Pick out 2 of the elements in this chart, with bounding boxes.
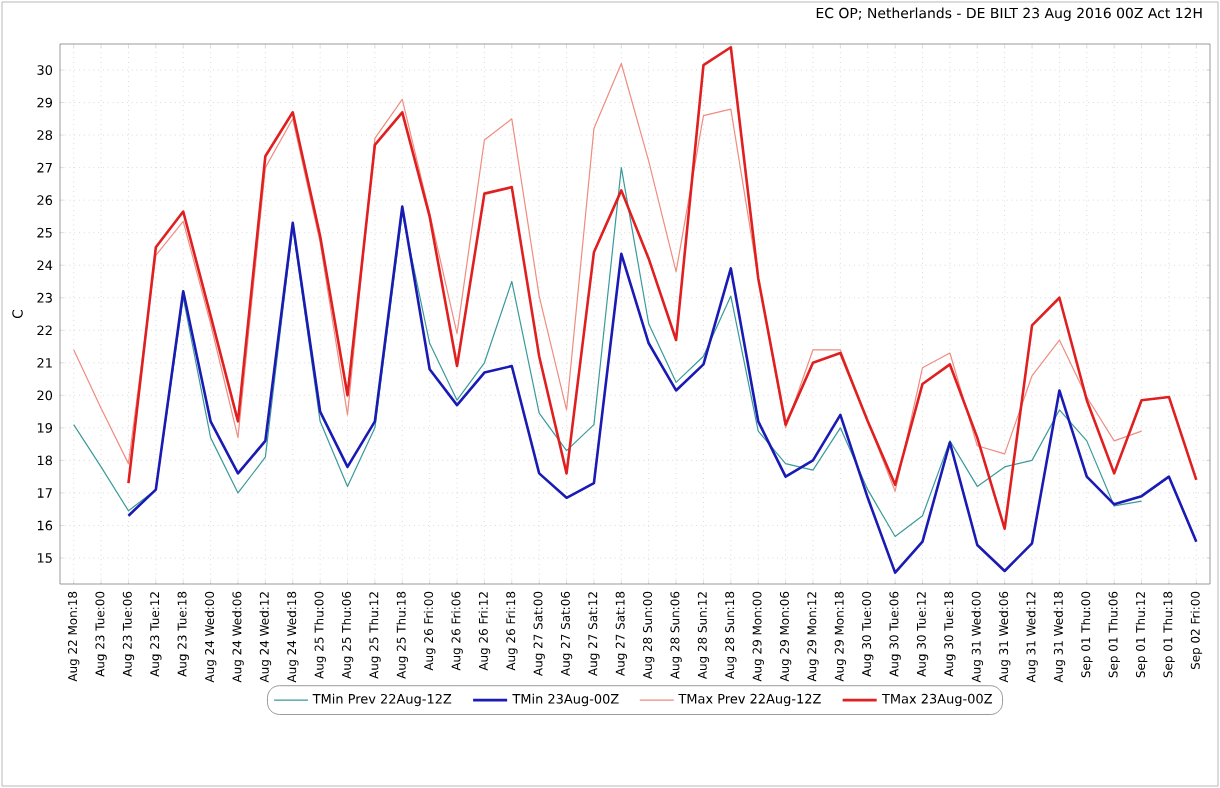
line-series — [127, 205, 1198, 574]
line-series — [127, 45, 1198, 530]
